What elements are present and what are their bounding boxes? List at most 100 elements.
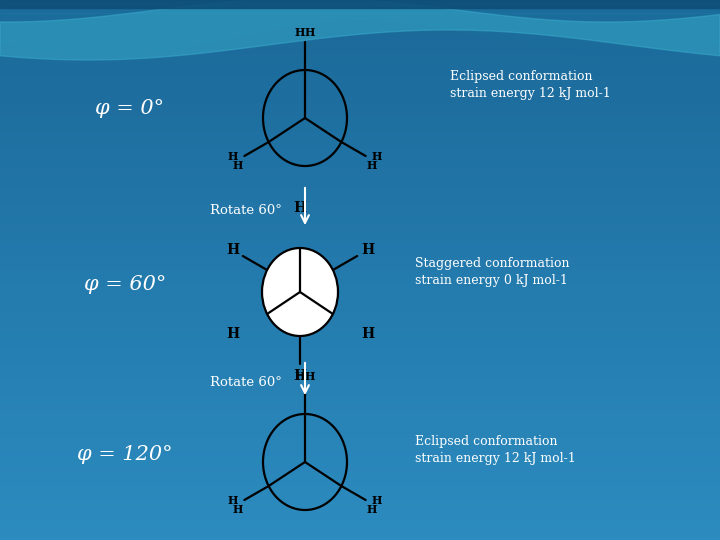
Bar bbox=[0, 40, 720, 43]
Bar bbox=[0, 154, 720, 157]
Bar bbox=[0, 132, 720, 135]
Bar bbox=[0, 143, 720, 146]
Bar bbox=[0, 459, 720, 462]
Bar bbox=[0, 22, 720, 24]
Bar bbox=[0, 38, 720, 40]
Bar bbox=[0, 178, 720, 181]
Text: Eclipsed conformation
strain energy 12 kJ mol-1: Eclipsed conformation strain energy 12 k… bbox=[415, 435, 576, 465]
Bar bbox=[0, 108, 720, 111]
Bar bbox=[0, 186, 720, 189]
Bar bbox=[0, 57, 720, 59]
Bar bbox=[0, 454, 720, 456]
Bar bbox=[0, 400, 720, 402]
Bar bbox=[0, 97, 720, 100]
Bar bbox=[0, 429, 720, 432]
Bar bbox=[0, 208, 720, 211]
Bar bbox=[0, 513, 720, 516]
Bar bbox=[0, 265, 720, 267]
Bar bbox=[0, 238, 720, 240]
Bar bbox=[0, 373, 720, 375]
Bar bbox=[0, 516, 720, 518]
Bar bbox=[0, 343, 720, 346]
Bar bbox=[0, 86, 720, 89]
Bar bbox=[0, 19, 720, 22]
Bar bbox=[0, 300, 720, 302]
Bar bbox=[0, 14, 720, 16]
Bar bbox=[0, 478, 720, 481]
Bar bbox=[0, 81, 720, 84]
Bar bbox=[0, 124, 720, 127]
Text: φ = 60°: φ = 60° bbox=[84, 275, 166, 294]
Bar bbox=[0, 329, 720, 332]
Bar bbox=[0, 49, 720, 51]
Bar bbox=[0, 146, 720, 148]
Bar bbox=[0, 356, 720, 359]
Bar bbox=[0, 435, 720, 437]
Bar bbox=[0, 535, 720, 537]
Bar bbox=[0, 273, 720, 275]
Bar bbox=[0, 230, 720, 232]
Bar bbox=[0, 451, 720, 454]
Bar bbox=[0, 464, 720, 467]
Bar bbox=[0, 491, 720, 494]
Bar bbox=[0, 202, 720, 205]
Bar bbox=[0, 327, 720, 329]
Bar bbox=[0, 529, 720, 532]
Bar bbox=[0, 324, 720, 327]
Bar bbox=[0, 319, 720, 321]
Bar bbox=[0, 189, 720, 192]
Bar bbox=[0, 440, 720, 443]
Text: H: H bbox=[372, 495, 382, 506]
Bar bbox=[0, 532, 720, 535]
Bar bbox=[0, 308, 720, 310]
Text: H: H bbox=[294, 201, 307, 215]
Text: φ = 120°: φ = 120° bbox=[77, 446, 173, 464]
Bar bbox=[0, 275, 720, 278]
Bar bbox=[0, 346, 720, 348]
Bar bbox=[0, 194, 720, 197]
Text: φ = 0°: φ = 0° bbox=[96, 98, 165, 118]
Text: H: H bbox=[294, 26, 305, 37]
Bar bbox=[0, 313, 720, 316]
Bar bbox=[0, 192, 720, 194]
Bar bbox=[0, 367, 720, 370]
Bar bbox=[0, 410, 720, 413]
Bar bbox=[0, 94, 720, 97]
Bar bbox=[0, 432, 720, 435]
Bar bbox=[0, 135, 720, 138]
Bar bbox=[0, 378, 720, 381]
Text: Staggered conformation
strain energy 0 kJ mol-1: Staggered conformation strain energy 0 k… bbox=[415, 257, 570, 287]
Bar bbox=[0, 316, 720, 319]
Bar bbox=[0, 408, 720, 410]
Bar bbox=[0, 32, 720, 35]
Bar bbox=[0, 176, 720, 178]
Text: H: H bbox=[372, 151, 382, 162]
Bar bbox=[0, 84, 720, 86]
Bar bbox=[0, 289, 720, 292]
Bar bbox=[0, 362, 720, 364]
Bar bbox=[0, 500, 720, 502]
Bar bbox=[0, 305, 720, 308]
Bar bbox=[0, 197, 720, 200]
Bar bbox=[0, 65, 720, 68]
Bar bbox=[0, 224, 720, 227]
Bar bbox=[0, 394, 720, 397]
Bar bbox=[0, 59, 720, 62]
Bar bbox=[0, 157, 720, 159]
Bar bbox=[0, 159, 720, 162]
Bar bbox=[0, 111, 720, 113]
Bar bbox=[0, 502, 720, 505]
Bar bbox=[0, 76, 720, 78]
Bar bbox=[0, 78, 720, 81]
Bar bbox=[0, 16, 720, 19]
Bar bbox=[0, 130, 720, 132]
Bar bbox=[0, 302, 720, 305]
Bar bbox=[0, 51, 720, 54]
Bar bbox=[0, 227, 720, 229]
Bar bbox=[0, 278, 720, 281]
Bar bbox=[0, 348, 720, 351]
Bar bbox=[0, 205, 720, 208]
Bar bbox=[0, 138, 720, 140]
Text: H: H bbox=[361, 243, 374, 257]
Bar bbox=[0, 181, 720, 184]
